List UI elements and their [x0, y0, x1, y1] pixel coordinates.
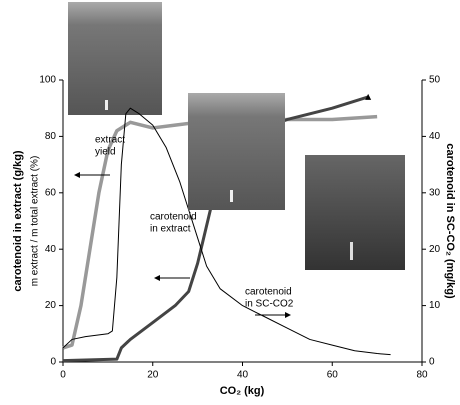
annotation: carotenoid	[245, 287, 292, 298]
annotation: in SC-CO2	[245, 299, 294, 310]
x-tick-label: 0	[60, 370, 66, 381]
end-marker	[365, 93, 372, 100]
annotation: yield	[95, 147, 116, 158]
y2-axis-label: carotenoid in SC-CO₂ (mg/kg)	[444, 143, 456, 299]
y-axis-label: carotenoid in extract (g/kg)	[12, 150, 24, 292]
y2-tick-label: 20	[429, 244, 441, 255]
annotation: extract	[95, 135, 125, 146]
series-line	[62, 107, 391, 356]
annotation: carotenoid	[150, 212, 197, 223]
y-tick-label: 40	[45, 244, 57, 255]
photo	[305, 155, 405, 270]
x-tick-label: 80	[416, 370, 428, 381]
x-tick-label: 20	[147, 370, 159, 381]
y2-tick-label: 0	[429, 357, 435, 368]
y-tick-label: 60	[45, 187, 57, 198]
x-tick-label: 40	[237, 370, 249, 381]
y-tick-label: 100	[39, 75, 56, 86]
y2-tick-label: 40	[429, 131, 441, 142]
y-tick-label: 20	[45, 300, 57, 311]
y-axis-label-2: m extract / m total extract (%)	[30, 156, 41, 287]
photo-detail	[350, 242, 353, 260]
photo	[68, 2, 162, 115]
y-tick-label: 80	[45, 131, 57, 142]
y2-tick-label: 30	[429, 187, 441, 198]
photo-detail	[230, 190, 233, 202]
y-tick-label: 0	[50, 357, 56, 368]
x-axis-label: CO₂ (kg)	[220, 385, 265, 397]
x-tick-label: 60	[327, 370, 339, 381]
annotation: in extract	[150, 224, 191, 235]
photo	[188, 93, 285, 210]
y2-tick-label: 10	[429, 300, 441, 311]
photo-detail	[105, 100, 108, 110]
y2-tick-label: 50	[429, 75, 441, 86]
